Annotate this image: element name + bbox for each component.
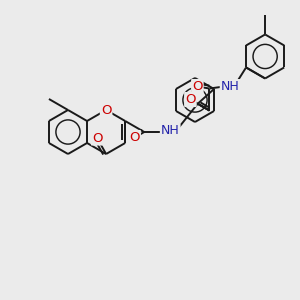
Text: NH: NH: [221, 80, 239, 93]
Text: NH: NH: [161, 124, 180, 137]
Text: O: O: [101, 103, 111, 116]
Text: O: O: [192, 80, 202, 93]
Text: O: O: [129, 131, 140, 144]
Text: O: O: [185, 93, 196, 106]
Text: O: O: [92, 131, 102, 145]
